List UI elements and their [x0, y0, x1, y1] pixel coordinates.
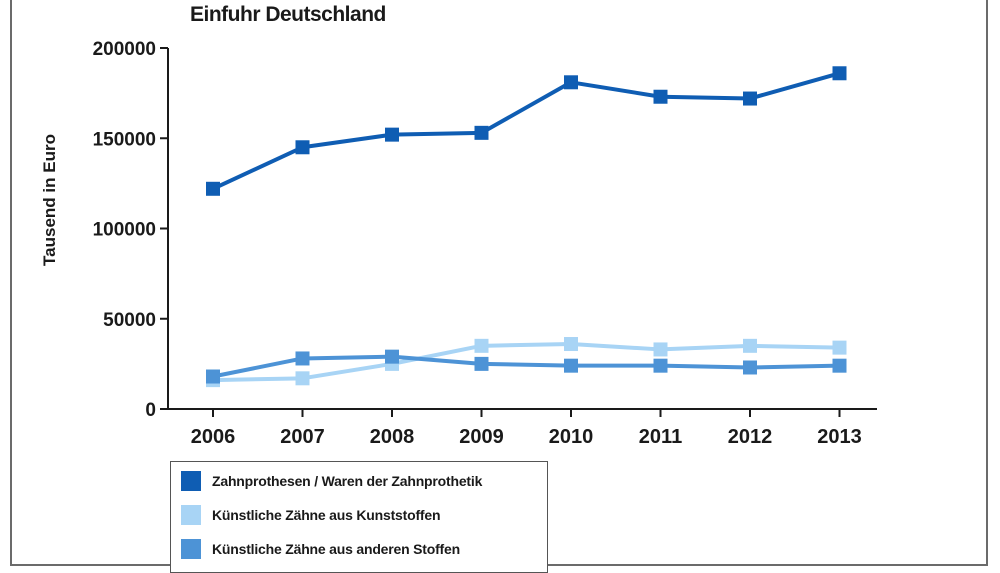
data-point	[653, 358, 668, 373]
series-0	[206, 66, 847, 196]
series-line	[212, 354, 840, 379]
y-tick-label: 200000	[93, 39, 156, 60]
y-axis-label: Tausend in Euro	[40, 134, 59, 266]
axes	[167, 48, 877, 410]
series-line	[212, 71, 841, 191]
data-point	[474, 338, 489, 353]
x-ticks: 2006 2007 2008 2009 2010 2011 2012 2013	[191, 409, 862, 448]
x-tick-label: 2008	[370, 426, 415, 448]
y-tick-label: 50000	[103, 310, 156, 331]
series-2	[206, 349, 847, 384]
legend: Zahnprothesen / Waren der Zahnprothetik …	[170, 461, 548, 573]
data-point	[743, 338, 757, 353]
legend-item-kunststoffe: Künstliche Zähne aus Kunststoffen	[181, 504, 441, 526]
x-tick-label: 2011	[639, 426, 682, 448]
y-tick-label: 100000	[93, 220, 156, 241]
data-point	[832, 358, 847, 373]
data-point	[474, 125, 489, 140]
legend-item-zahnprothesen: Zahnprothesen / Waren der Zahnprothetik	[181, 470, 482, 492]
y-tick-label: 0	[145, 400, 156, 421]
data-point	[295, 371, 310, 386]
data-point	[743, 91, 757, 106]
data-point	[564, 337, 578, 352]
chart-title: Einfuhr Deutschland	[190, 3, 386, 26]
x-tick-label: 2012	[728, 426, 773, 448]
legend-swatch-andere-stoffe	[181, 539, 201, 559]
legend-swatch-zahnprothesen	[181, 471, 201, 491]
data-point	[385, 349, 399, 364]
data-point	[564, 358, 578, 373]
legend-item-andere-stoffe: Künstliche Zähne aus anderen Stoffen	[181, 538, 460, 560]
y-ticks: 0 50000 100000 150000 200000	[93, 39, 168, 421]
series-line	[212, 342, 840, 383]
y-tick-label: 150000	[93, 129, 156, 150]
legend-label: Künstliche Zähne aus anderen Stoffen	[212, 541, 460, 557]
legend-label: Zahnprothesen / Waren der Zahnprothetik	[212, 473, 483, 489]
data-point	[474, 356, 489, 371]
data-point	[295, 351, 310, 366]
series-layer	[206, 66, 847, 388]
data-point	[653, 89, 668, 104]
legend-swatch-kunststoffe	[181, 505, 201, 525]
data-point	[653, 342, 668, 357]
data-point	[564, 75, 578, 90]
legend-label: Künstliche Zähne aus Kunststoffen	[212, 507, 441, 523]
data-point	[832, 66, 847, 81]
data-point	[206, 369, 220, 384]
data-point	[385, 127, 399, 142]
x-tick-label: 2007	[280, 426, 325, 448]
x-tick-label: 2013	[817, 426, 862, 448]
x-tick-label: 2010	[549, 426, 594, 448]
x-tick-label: 2006	[191, 426, 236, 448]
data-point	[743, 360, 757, 375]
data-point	[206, 181, 220, 196]
x-tick-label: 2009	[459, 426, 504, 448]
data-point	[832, 340, 847, 355]
data-point	[295, 140, 310, 155]
